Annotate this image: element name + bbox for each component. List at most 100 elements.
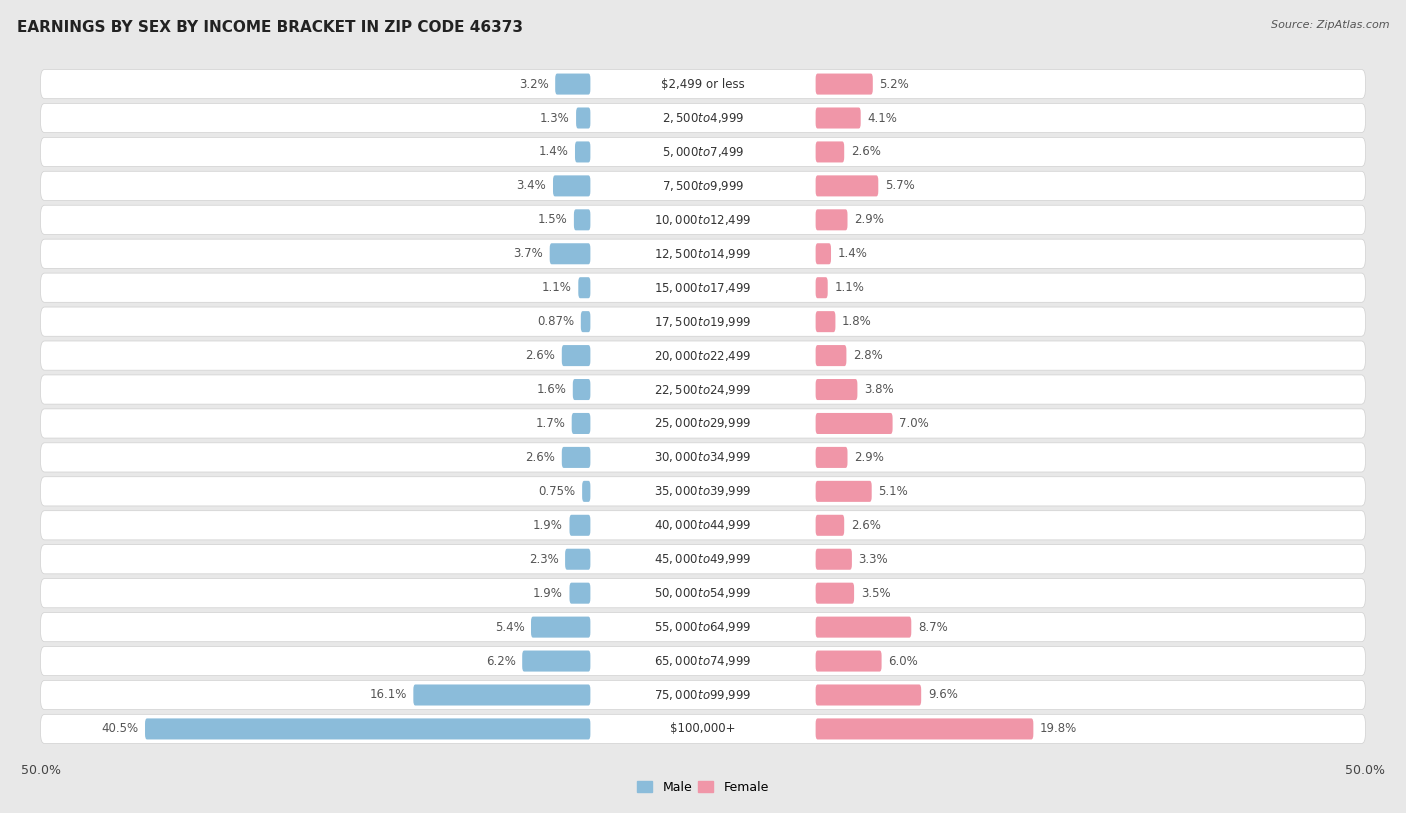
- Text: 40.5%: 40.5%: [101, 723, 138, 736]
- Text: 0.87%: 0.87%: [537, 315, 574, 328]
- Text: $50,000 to $54,999: $50,000 to $54,999: [654, 586, 752, 600]
- Text: 3.5%: 3.5%: [860, 587, 890, 600]
- FancyBboxPatch shape: [41, 715, 1365, 744]
- FancyBboxPatch shape: [413, 685, 591, 706]
- FancyBboxPatch shape: [553, 176, 591, 197]
- FancyBboxPatch shape: [572, 379, 591, 400]
- Text: 2.6%: 2.6%: [851, 519, 880, 532]
- Text: $65,000 to $74,999: $65,000 to $74,999: [654, 654, 752, 668]
- Text: 9.6%: 9.6%: [928, 689, 957, 702]
- Text: $55,000 to $64,999: $55,000 to $64,999: [654, 620, 752, 634]
- Text: 6.2%: 6.2%: [485, 654, 516, 667]
- FancyBboxPatch shape: [550, 243, 591, 264]
- FancyBboxPatch shape: [569, 583, 591, 604]
- FancyBboxPatch shape: [575, 141, 591, 163]
- FancyBboxPatch shape: [815, 515, 844, 536]
- FancyBboxPatch shape: [569, 515, 591, 536]
- Text: $5,000 to $7,499: $5,000 to $7,499: [662, 145, 744, 159]
- FancyBboxPatch shape: [41, 476, 1365, 506]
- FancyBboxPatch shape: [815, 277, 828, 298]
- Text: $10,000 to $12,499: $10,000 to $12,499: [654, 213, 752, 227]
- FancyBboxPatch shape: [565, 549, 591, 570]
- Text: 3.8%: 3.8%: [865, 383, 894, 396]
- Text: 1.3%: 1.3%: [540, 111, 569, 124]
- Text: $17,500 to $19,999: $17,500 to $19,999: [654, 315, 752, 328]
- FancyBboxPatch shape: [578, 277, 591, 298]
- Text: 4.1%: 4.1%: [868, 111, 897, 124]
- Text: 1.9%: 1.9%: [533, 587, 562, 600]
- FancyBboxPatch shape: [815, 685, 921, 706]
- Text: 7.0%: 7.0%: [900, 417, 929, 430]
- FancyBboxPatch shape: [41, 443, 1365, 472]
- Text: $15,000 to $17,499: $15,000 to $17,499: [654, 280, 752, 294]
- Text: $2,499 or less: $2,499 or less: [661, 77, 745, 90]
- Text: 5.1%: 5.1%: [879, 485, 908, 498]
- Text: $40,000 to $44,999: $40,000 to $44,999: [654, 519, 752, 533]
- FancyBboxPatch shape: [41, 69, 1365, 98]
- Text: $20,000 to $22,499: $20,000 to $22,499: [654, 349, 752, 363]
- Text: 3.2%: 3.2%: [519, 77, 548, 90]
- FancyBboxPatch shape: [562, 447, 591, 468]
- Text: $22,500 to $24,999: $22,500 to $24,999: [654, 383, 752, 397]
- FancyBboxPatch shape: [815, 650, 882, 672]
- Text: 6.0%: 6.0%: [889, 654, 918, 667]
- Text: 1.4%: 1.4%: [538, 146, 568, 159]
- Text: $45,000 to $49,999: $45,000 to $49,999: [654, 552, 752, 566]
- Text: 5.7%: 5.7%: [884, 180, 915, 193]
- Text: 3.4%: 3.4%: [516, 180, 547, 193]
- Text: 0.75%: 0.75%: [538, 485, 575, 498]
- Text: 2.3%: 2.3%: [529, 553, 558, 566]
- Text: 1.4%: 1.4%: [838, 247, 868, 260]
- FancyBboxPatch shape: [41, 409, 1365, 438]
- Text: 2.8%: 2.8%: [853, 349, 883, 362]
- FancyBboxPatch shape: [41, 511, 1365, 540]
- FancyBboxPatch shape: [41, 103, 1365, 133]
- FancyBboxPatch shape: [41, 612, 1365, 641]
- FancyBboxPatch shape: [815, 413, 893, 434]
- FancyBboxPatch shape: [572, 413, 591, 434]
- FancyBboxPatch shape: [815, 616, 911, 637]
- FancyBboxPatch shape: [41, 307, 1365, 337]
- FancyBboxPatch shape: [815, 719, 1033, 740]
- FancyBboxPatch shape: [815, 209, 848, 230]
- Text: $30,000 to $34,999: $30,000 to $34,999: [654, 450, 752, 464]
- Text: 2.6%: 2.6%: [526, 349, 555, 362]
- Text: $7,500 to $9,999: $7,500 to $9,999: [662, 179, 744, 193]
- Text: 2.9%: 2.9%: [853, 451, 884, 464]
- FancyBboxPatch shape: [145, 719, 591, 740]
- Text: 1.1%: 1.1%: [834, 281, 865, 294]
- FancyBboxPatch shape: [815, 107, 860, 128]
- FancyBboxPatch shape: [582, 480, 591, 502]
- FancyBboxPatch shape: [41, 172, 1365, 201]
- FancyBboxPatch shape: [531, 616, 591, 637]
- FancyBboxPatch shape: [815, 583, 853, 604]
- FancyBboxPatch shape: [815, 379, 858, 400]
- Text: 3.7%: 3.7%: [513, 247, 543, 260]
- Text: $35,000 to $39,999: $35,000 to $39,999: [654, 485, 752, 498]
- Text: 5.4%: 5.4%: [495, 620, 524, 633]
- FancyBboxPatch shape: [815, 447, 848, 468]
- Text: 2.9%: 2.9%: [853, 213, 884, 226]
- Text: 1.5%: 1.5%: [537, 213, 567, 226]
- FancyBboxPatch shape: [815, 243, 831, 264]
- Text: 2.6%: 2.6%: [526, 451, 555, 464]
- FancyBboxPatch shape: [41, 137, 1365, 167]
- FancyBboxPatch shape: [581, 311, 591, 333]
- FancyBboxPatch shape: [562, 345, 591, 366]
- FancyBboxPatch shape: [555, 73, 591, 94]
- Text: 19.8%: 19.8%: [1040, 723, 1077, 736]
- FancyBboxPatch shape: [41, 239, 1365, 268]
- Text: $75,000 to $99,999: $75,000 to $99,999: [654, 688, 752, 702]
- FancyBboxPatch shape: [576, 107, 591, 128]
- Text: EARNINGS BY SEX BY INCOME BRACKET IN ZIP CODE 46373: EARNINGS BY SEX BY INCOME BRACKET IN ZIP…: [17, 20, 523, 35]
- Text: 1.7%: 1.7%: [536, 417, 565, 430]
- FancyBboxPatch shape: [815, 73, 873, 94]
- Text: 5.2%: 5.2%: [879, 77, 910, 90]
- Text: 8.7%: 8.7%: [918, 620, 948, 633]
- FancyBboxPatch shape: [41, 545, 1365, 574]
- FancyBboxPatch shape: [815, 176, 879, 197]
- Text: $100,000+: $100,000+: [671, 723, 735, 736]
- FancyBboxPatch shape: [41, 680, 1365, 710]
- FancyBboxPatch shape: [815, 141, 844, 163]
- Text: Source: ZipAtlas.com: Source: ZipAtlas.com: [1271, 20, 1389, 30]
